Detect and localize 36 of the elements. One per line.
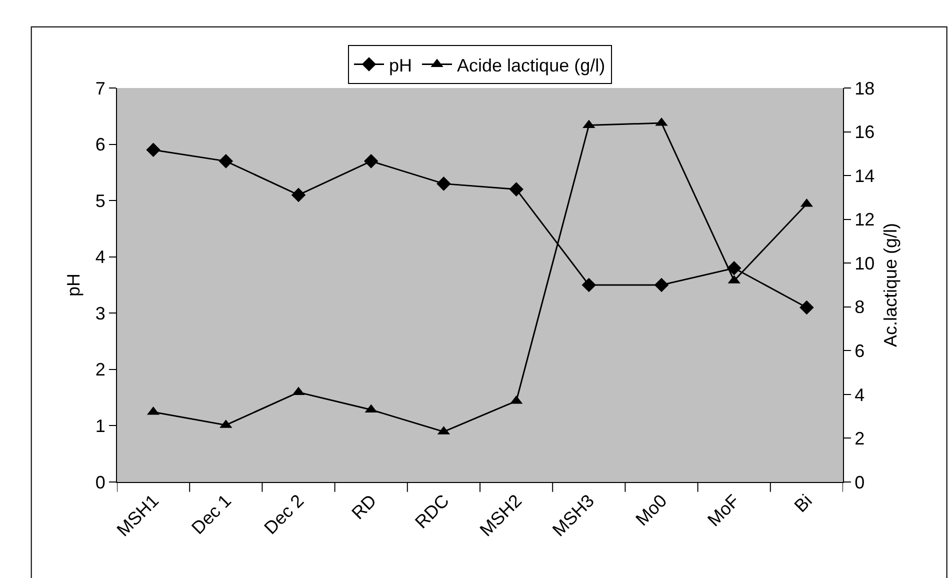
y2-tick-label: 14: [854, 166, 875, 186]
legend-label: pH: [389, 55, 412, 76]
x-tick-label: Dec 2: [260, 490, 308, 538]
y-tick-label: 4: [95, 247, 106, 268]
point: [654, 278, 669, 292]
y2-tick-label: 2: [854, 428, 865, 449]
y-tick-label: 7: [95, 78, 106, 98]
point: [146, 142, 160, 158]
y2-tick-label: 8: [854, 297, 865, 318]
x-tick-label: Dec 1: [188, 490, 236, 538]
y2-axis-title: Ac.lactique (g/l): [880, 222, 901, 348]
legend-label: Acide lactique (g/l): [457, 55, 606, 76]
point: [291, 188, 306, 202]
y-tick-label: 5: [95, 190, 106, 211]
y-tick-label: 0: [95, 472, 106, 492]
y2-tick-label: 0: [854, 472, 865, 492]
y2-tick-label: 12: [854, 210, 875, 230]
point: [582, 278, 596, 292]
y2-tick-label: 18: [854, 78, 875, 98]
point: [509, 182, 524, 196]
y2-tick-label: 4: [854, 384, 865, 405]
point: [218, 154, 234, 168]
point: [726, 260, 742, 276]
y-tick-label: 1: [95, 416, 106, 436]
y-axis-title: pH: [64, 273, 84, 297]
point: [800, 300, 814, 315]
x-tick-label: Bi: [790, 490, 816, 516]
y2-tick-label: 16: [854, 122, 875, 142]
point: [436, 176, 451, 191]
y-tick-label: 2: [95, 360, 106, 380]
y2-tick-label: 6: [854, 340, 865, 361]
x-tick-label: RD: [348, 490, 380, 524]
y-tick-label: 3: [95, 303, 106, 324]
y2-tick-label: 10: [854, 253, 875, 274]
point: [364, 154, 378, 168]
y-tick-label: 6: [95, 134, 106, 155]
